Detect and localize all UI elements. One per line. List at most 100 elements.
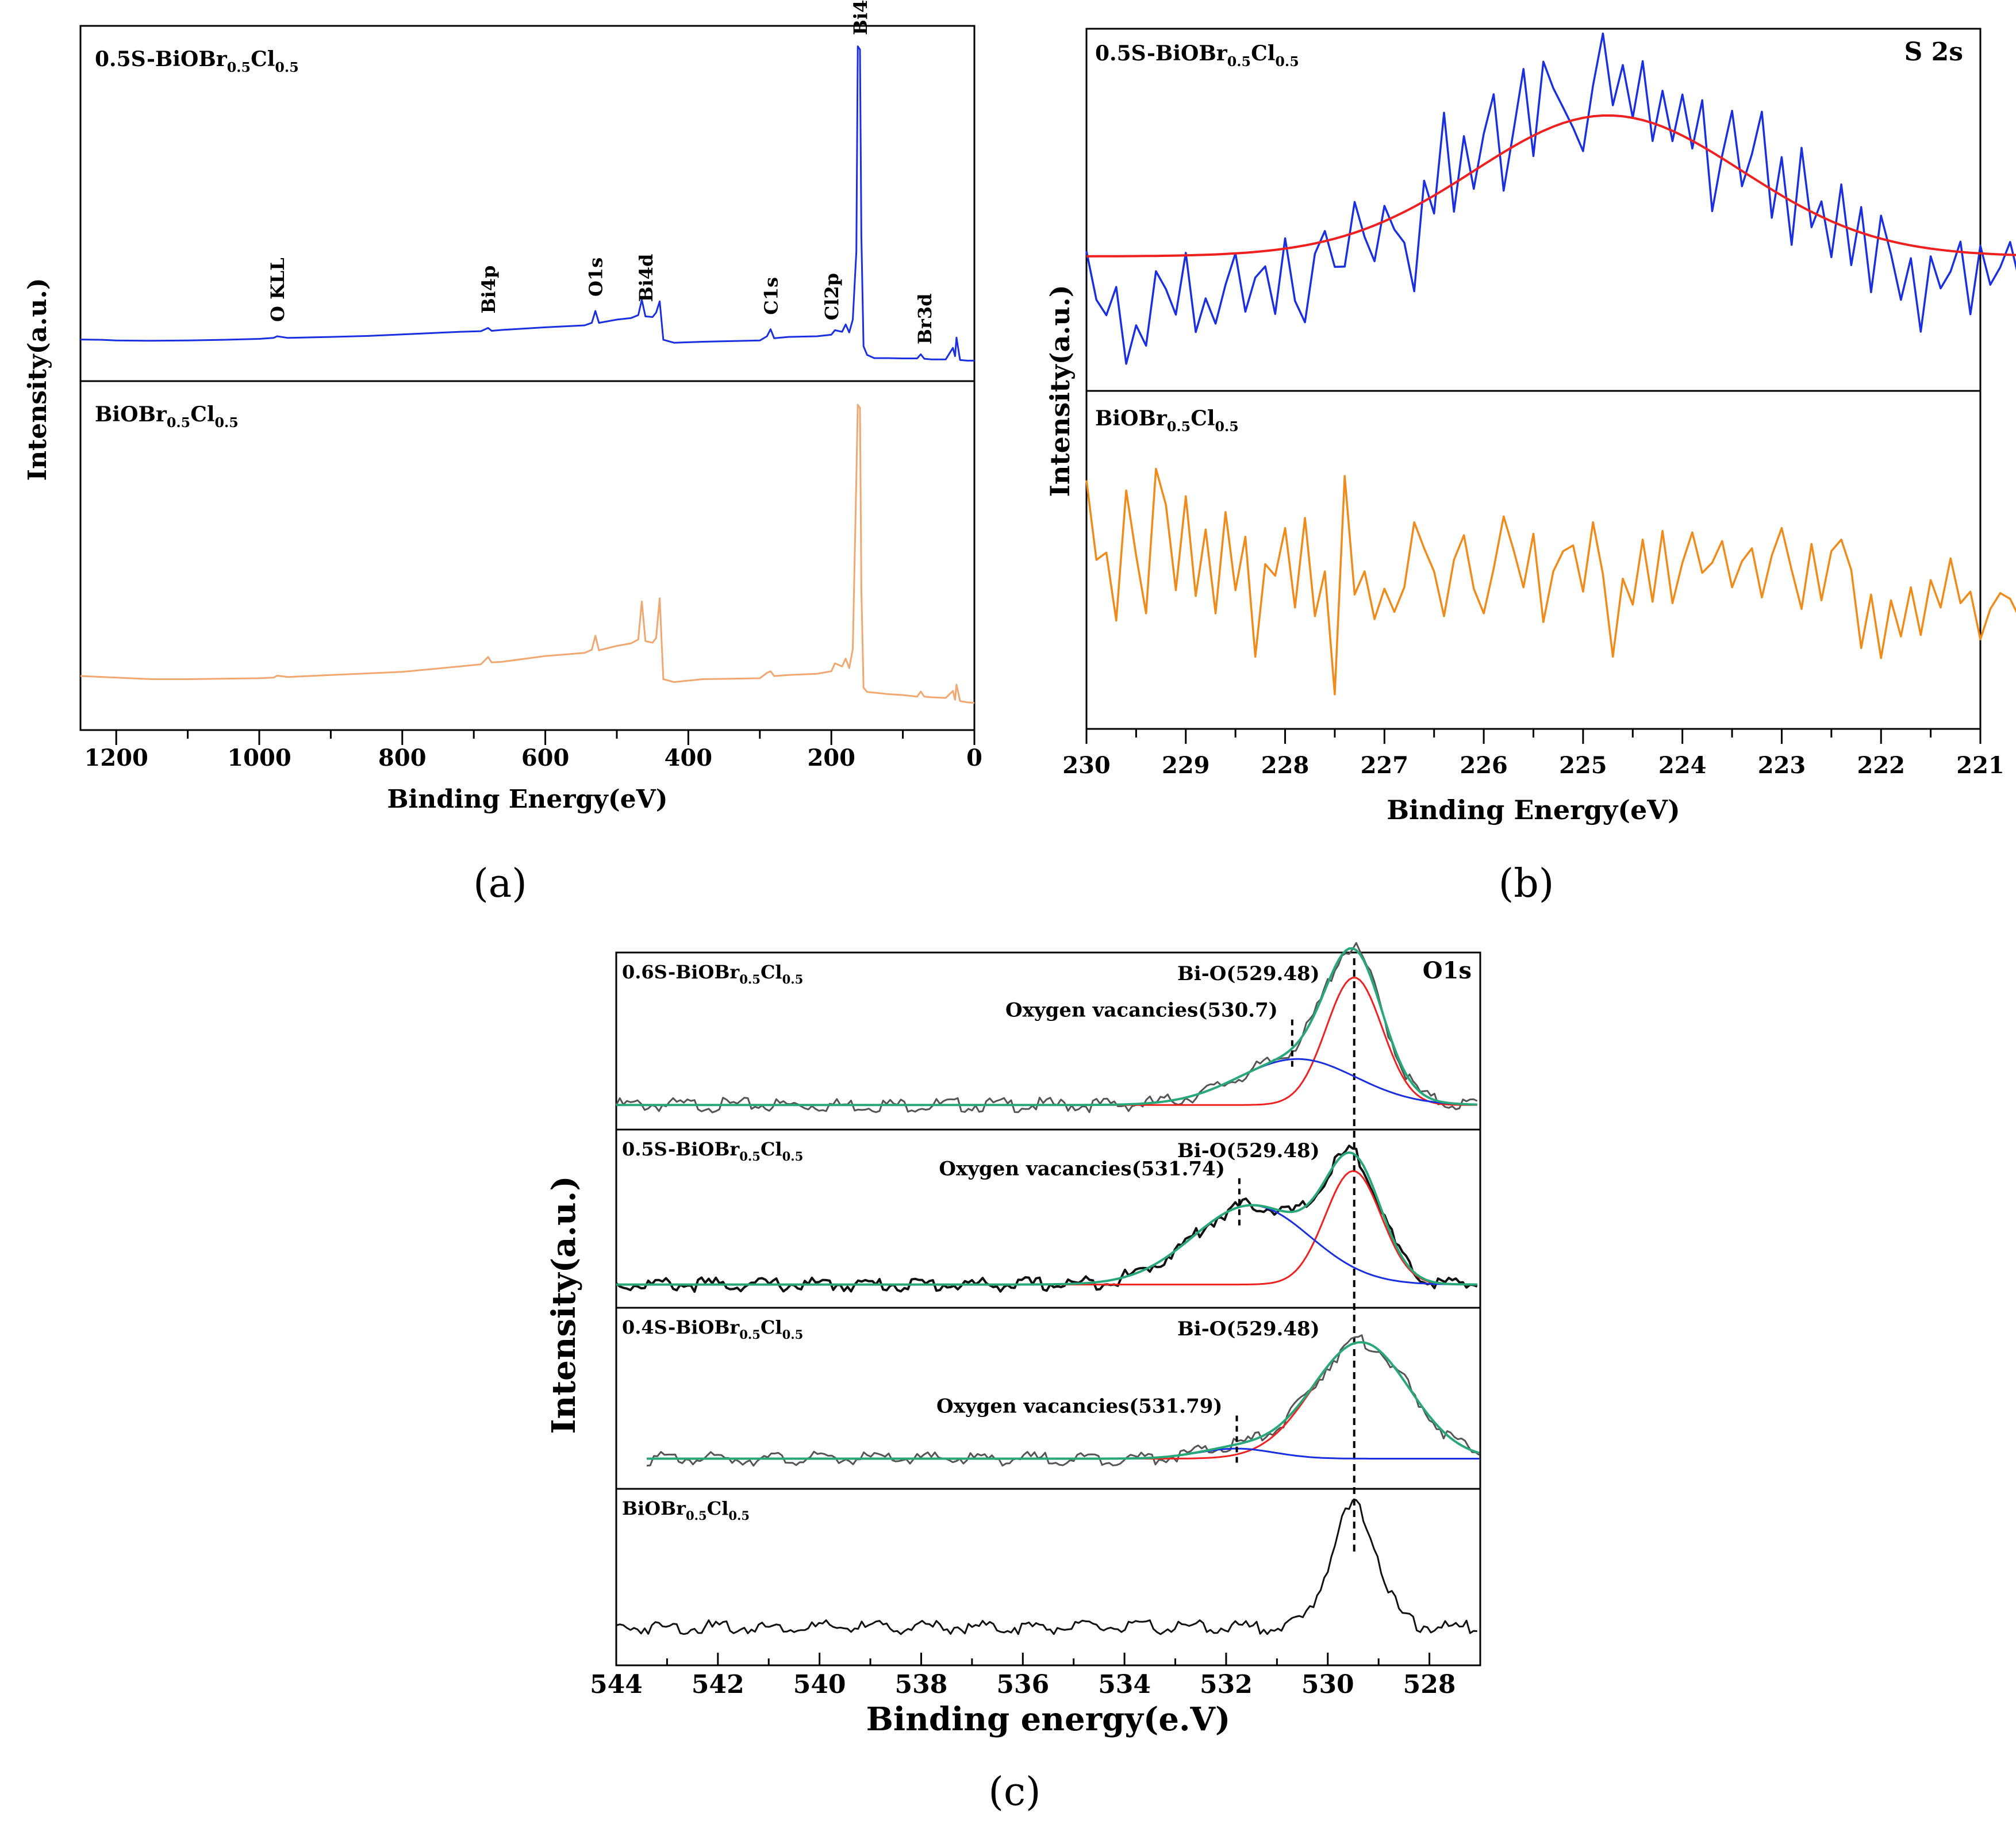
b-sample-label-0-mid: Cl: [1251, 41, 1275, 66]
c-ov-label-0: Oxygen vacancies(530.7): [1005, 999, 1278, 1022]
a-peak-label-bi4d: Bi4d: [635, 254, 657, 302]
b-tick-label-223: 223: [1758, 752, 1806, 779]
b-sample-label-0-sub2: 0.5: [1275, 53, 1299, 70]
a-tick-label-800: 800: [378, 744, 427, 771]
c-ov-label-2: Oxygen vacancies(531.79): [936, 1395, 1223, 1418]
b-tick-label-228: 228: [1261, 752, 1310, 779]
a-sample-label-1-mid: Cl: [190, 402, 214, 427]
a-sample-label-0-mid: Cl: [251, 47, 275, 71]
c-series-raw-0: [615, 942, 1478, 1113]
b-sample-label-1-sub2: 0.5: [1215, 418, 1239, 435]
c-series-fit-1-ov: [616, 1204, 1477, 1286]
c-sample-label-2-sub1: 0.5: [739, 1327, 761, 1342]
a-sample-label-0: 0.5S-BiOBr0.5Cl0.5: [95, 47, 299, 75]
c-sample-label-1-mid: Cl: [761, 1138, 782, 1160]
b-sample-label-1-sub1: 0.5: [1167, 418, 1191, 435]
c-tick-label-536: 536: [996, 1670, 1049, 1699]
chart-a-survey: 1200 1000 800 600 400 200 0 Binding Energy(eV) I…: [23, 0, 982, 814]
c-sample-label-0: 0.6S-BiOBr0.5Cl0.5: [622, 961, 803, 986]
c-sample-label-2-sub2: 0.5: [782, 1327, 804, 1342]
a-xlabel: Binding Energy(eV): [387, 785, 667, 814]
c-sample-label-0-mid: Cl: [761, 961, 782, 983]
c-sample-label-3-sub2: 0.5: [728, 1508, 750, 1523]
c-tick-label-528: 528: [1403, 1670, 1456, 1699]
a-sample-label-1: BiOBr0.5Cl0.5: [95, 402, 239, 431]
c-series-raw-2: [646, 1334, 1480, 1467]
b-tick-label-227: 227: [1361, 752, 1409, 779]
a-series-1: [80, 404, 975, 704]
c-plot-frame: [615, 951, 1481, 1666]
b-tick-label-225: 225: [1559, 752, 1607, 779]
a-tick-label-600: 600: [521, 744, 570, 771]
chart-b-s2s: 230 229 228 227 226 225 224 223 222 221 Binding En…: [1045, 28, 2016, 825]
c-xlabel: Binding energy(e.V): [866, 1700, 1231, 1738]
a-tick-label-0: 0: [966, 744, 982, 771]
a-tick-label-400: 400: [665, 744, 713, 771]
c-sample-label-0-sub2: 0.5: [782, 972, 804, 986]
c-bio-label-0: Bi-O(529.48): [1177, 962, 1320, 985]
c-sample-label-0-base: 0.6S-BiOBr: [622, 961, 740, 983]
b-tick-label-221: 221: [1956, 752, 2005, 779]
c-bio-label-2: Bi-O(529.48): [1177, 1318, 1320, 1341]
b-tick-label-224: 224: [1658, 752, 1707, 779]
b-series-fit-0: [1086, 114, 2016, 258]
a-tick-label-1200: 1200: [85, 744, 148, 771]
c-sample-label-1-sub1: 0.5: [739, 1149, 761, 1163]
c-sample-label-1: 0.5S-BiOBr0.5Cl0.5: [622, 1138, 803, 1163]
c-sample-label-3-mid: Cl: [707, 1497, 729, 1519]
figure-label-b: (b): [1499, 861, 1554, 907]
c-tick-label-532: 532: [1200, 1670, 1253, 1699]
b-sample-label-0-sub1: 0.5: [1227, 53, 1251, 70]
a-peak-label-br3d: Br3d: [914, 294, 936, 345]
c-series-envelope-1: [616, 1151, 1477, 1286]
b-sample-label-1: BiOBr0.5Cl0.5: [1095, 406, 1239, 435]
c-ylabel: Intensity(a.u.): [545, 1176, 583, 1434]
figure-label-c: (c): [988, 1769, 1040, 1815]
c-ov-label-1: Oxygen vacancies(531.74): [939, 1158, 1225, 1181]
c-tick-label-534: 534: [1098, 1670, 1151, 1699]
a-tick-label-200: 200: [807, 744, 855, 771]
c-sample-label-2: 0.4S-BiOBr0.5Cl0.5: [622, 1316, 803, 1342]
c-sample-label-0-sub1: 0.5: [739, 972, 761, 986]
c-bio-label-1: Bi-O(529.48): [1177, 1139, 1320, 1162]
c-series-raw-3: [616, 1499, 1477, 1635]
c-series-fit-0-bio: [616, 977, 1477, 1106]
c-series-envelope-0: [616, 947, 1477, 1107]
c-series-raw-1: [615, 1145, 1478, 1293]
a-peak-label-o-kll: O KLL: [267, 258, 289, 322]
c-sample-label-3-sub1: 0.5: [686, 1508, 707, 1523]
a-sample-label-1-sub1: 0.5: [167, 414, 190, 431]
b-ylabel: Intensity(a.u.): [1045, 285, 1076, 497]
a-peak-label-cl2p: Cl2p: [821, 273, 843, 320]
b-sample-label-0: 0.5S-BiOBr0.5Cl0.5: [1095, 41, 1299, 70]
b-series-data-0: [1085, 32, 2016, 365]
a-ylabel: Intensity(a.u.): [23, 278, 52, 481]
b-sample-label-1-base: BiOBr: [1095, 406, 1168, 431]
a-series-0: [80, 45, 974, 362]
c-tick-label-540: 540: [793, 1670, 846, 1699]
c-sample-label-1-sub2: 0.5: [782, 1149, 804, 1163]
b-sample-label-1-mid: Cl: [1191, 406, 1215, 431]
c-tick-label-530: 530: [1301, 1670, 1354, 1699]
a-tick-label-1000: 1000: [227, 744, 291, 771]
a-sample-label-0-sub2: 0.5: [275, 59, 298, 75]
a-peak-label-c1s: C1s: [760, 277, 782, 315]
a-sample-label-1-base: BiOBr: [95, 402, 167, 427]
b-tick-label-230: 230: [1062, 752, 1111, 779]
c-tick-label-544: 544: [590, 1670, 643, 1699]
c-sample-label-2-base: 0.4S-BiOBr: [622, 1316, 740, 1338]
chart-c-o1s: 544 542 540 538 536 534 532 530 528 Binding energ…: [545, 942, 1481, 1738]
c-tick-label-538: 538: [895, 1670, 948, 1699]
b-sample-label-0-base: 0.5S-BiOBr: [1095, 41, 1228, 66]
a-peak-label-bi4p: Bi4p: [478, 266, 500, 314]
c-series-fit-1-bio: [616, 1170, 1477, 1286]
b-plot-frame: [1085, 28, 1982, 730]
b-tick-label-222: 222: [1857, 752, 1905, 779]
c-sample-label-2-mid: Cl: [761, 1316, 782, 1338]
b-title: S 2s: [1904, 37, 1963, 67]
a-sample-label-0-sub1: 0.5: [227, 59, 251, 75]
b-xlabel: Binding Energy(eV): [1387, 794, 1680, 825]
b-tick-label-229: 229: [1162, 752, 1210, 779]
c-sample-label-1-base: 0.5S-BiOBr: [622, 1138, 740, 1160]
